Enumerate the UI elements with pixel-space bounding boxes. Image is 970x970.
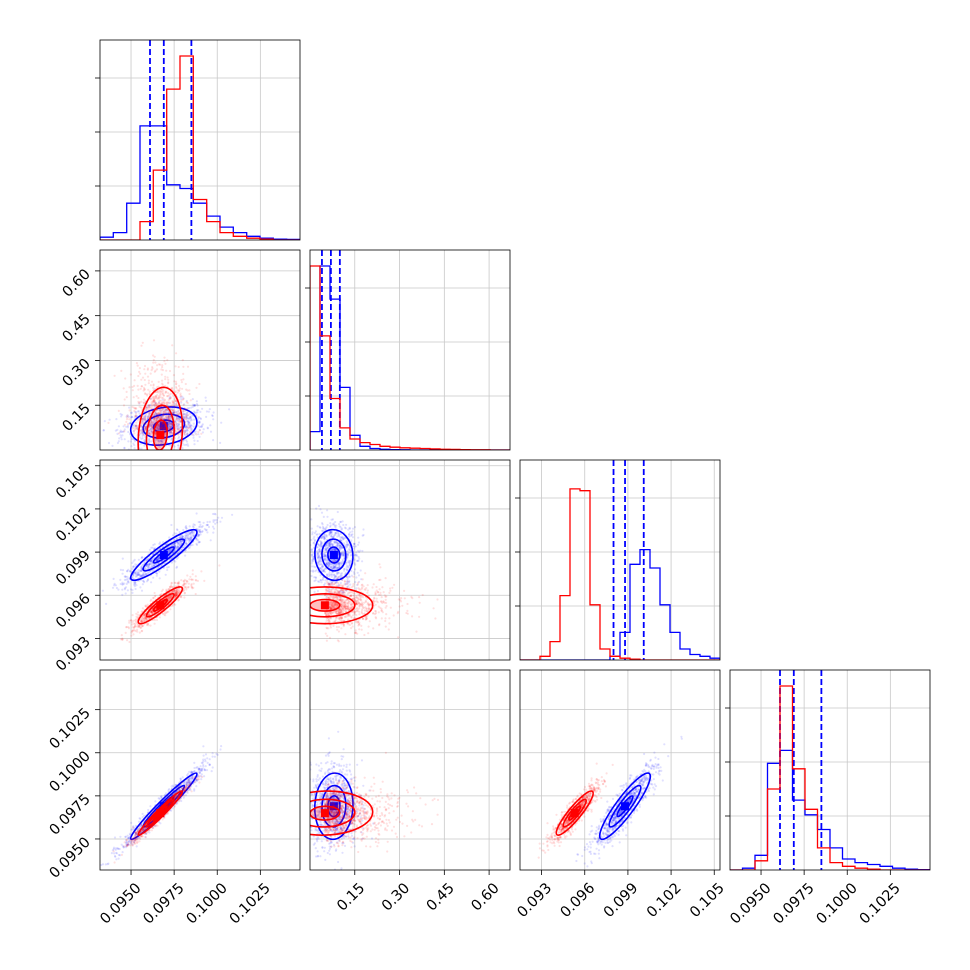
contour-0-1 — [321, 538, 347, 572]
contour-1-2 — [137, 586, 184, 625]
panel-2-2 — [515, 459, 721, 661]
panel-3-1: 0.15 0.30 0.45 0.60 — [309, 669, 511, 914]
x-tick-label: 0.102 — [644, 880, 685, 921]
x-tick-label: 0.45 — [424, 880, 458, 914]
y-tick-label: 0.45 — [60, 311, 94, 345]
mean-marker-0 — [159, 551, 168, 559]
y-tick-label: 0.1025 — [47, 705, 94, 752]
x-tick-label: 0.093 — [515, 880, 556, 921]
panel-2-1 — [309, 459, 511, 661]
x-tick-label: 0.1025 — [857, 880, 904, 927]
contour-1-1 — [145, 404, 175, 450]
x-tick-label: 0.1000 — [814, 880, 861, 927]
x-tick-label: 0.0950 — [727, 880, 774, 927]
x-tick-label: 0.30 — [379, 880, 413, 914]
contour-0-1 — [608, 784, 642, 828]
y-tick-label: 0.102 — [53, 504, 94, 545]
mean-marker-1 — [156, 431, 165, 440]
y-tick-label: 0.096 — [53, 591, 94, 632]
y-tick-label: 0.105 — [53, 461, 94, 502]
y-tick-label: 0.093 — [53, 634, 94, 675]
histogram-1-0 — [100, 55, 300, 240]
mean-marker-0 — [159, 422, 168, 431]
contour-1-1 — [310, 593, 356, 618]
panel-1-0: 0.15 0.30 0.45 0.60 — [60, 249, 301, 451]
x-tick-label: 0.1000 — [184, 880, 231, 927]
x-tick-label: 0.105 — [687, 880, 728, 921]
contour-0-1 — [142, 538, 186, 572]
histogram-0-2 — [520, 548, 720, 660]
y-tick-label: 0.60 — [60, 266, 94, 300]
y-tick-label: 0.30 — [60, 356, 94, 390]
x-tick-label: 0.1025 — [227, 880, 274, 927]
contour-1-2 — [137, 386, 184, 450]
mean-marker-1 — [156, 601, 165, 610]
x-tick-label: 0.60 — [469, 880, 503, 914]
mean-marker-1 — [320, 601, 329, 610]
y-tick-label: 0.0975 — [47, 791, 94, 838]
x-tick-label: 0.096 — [558, 880, 599, 921]
histogram-1-3 — [730, 685, 930, 870]
panel-3-0: 0.09500.09750.10000.10250.09500.09750.10… — [47, 669, 301, 927]
x-tick-label: 0.0950 — [97, 880, 144, 927]
contour-0-2 — [314, 528, 354, 582]
y-tick-label: 0.15 — [60, 401, 94, 435]
x-tick-label: 0.15 — [334, 880, 368, 914]
contour-1-1 — [310, 798, 356, 828]
mean-marker-1 — [320, 809, 329, 818]
contour-0-2 — [129, 528, 198, 582]
mean-marker-0 — [621, 802, 629, 811]
contour-0-1 — [142, 413, 186, 439]
histogram-1-2 — [520, 488, 720, 660]
mean-marker-1 — [570, 809, 579, 818]
x-tick-label: 0.099 — [601, 880, 642, 921]
mean-marker-1 — [156, 809, 165, 818]
panel-3-2: 0.093 0.096 0.099 0.102 0.105 — [515, 669, 728, 921]
mean-marker-0 — [329, 551, 338, 559]
panel-0-0 — [95, 39, 301, 241]
mean-marker-0 — [329, 802, 338, 811]
panel-1-1 — [305, 249, 511, 451]
contour-1-2 — [310, 790, 374, 836]
y-tick-label: 0.099 — [53, 548, 94, 589]
contour-1-2 — [310, 586, 374, 625]
y-tick-label: 0.0950 — [47, 835, 94, 882]
x-tick-label: 0.0975 — [141, 880, 188, 927]
contour-1-2 — [555, 790, 594, 836]
x-tick-label: 0.0975 — [771, 880, 818, 927]
contour-0-2 — [129, 406, 198, 446]
y-tick-label: 0.1000 — [47, 748, 94, 795]
contour-0-2 — [598, 772, 652, 841]
